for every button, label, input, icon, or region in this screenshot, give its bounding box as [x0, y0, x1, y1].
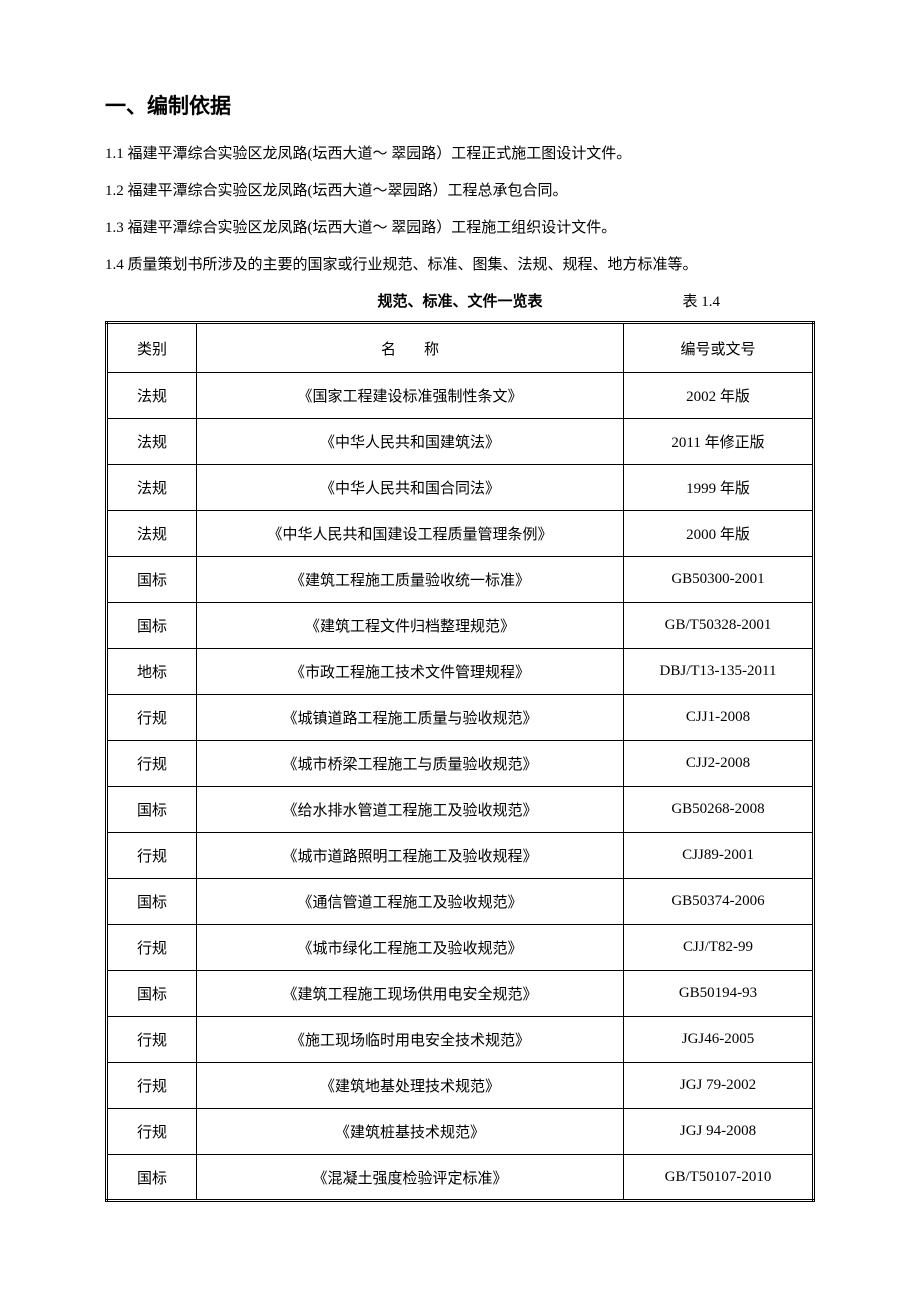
- table-cell-category: 国标: [107, 603, 197, 649]
- table-cell-category: 行规: [107, 1017, 197, 1063]
- table-cell-category: 国标: [107, 1155, 197, 1201]
- table-cell-name: 《建筑工程文件归档整理规范》: [197, 603, 624, 649]
- table-row: 行规《城市道路照明工程施工及验收规程》CJJ89-2001: [107, 833, 814, 879]
- table-cell-name: 《国家工程建设标准强制性条文》: [197, 373, 624, 419]
- table-row: 法规《中华人民共和国建设工程质量管理条例》2000 年版: [107, 511, 814, 557]
- paragraph-1-2: 1.2 福建平潭综合实验区龙凤路(坛西大道～翠园路）工程总承包合同。: [105, 175, 815, 208]
- paragraph-1-3: 1.3 福建平潭综合实验区龙凤路(坛西大道～ 翠园路）工程施工组织设计文件。: [105, 212, 815, 245]
- table-header-category: 类别: [107, 323, 197, 373]
- table-cell-code: CJJ2-2008: [624, 741, 814, 787]
- paragraph-1-1: 1.1 福建平潭综合实验区龙凤路(坛西大道～ 翠园路）工程正式施工图设计文件。: [105, 138, 815, 171]
- table-cell-name: 《施工现场临时用电安全技术规范》: [197, 1017, 624, 1063]
- table-row: 国标《给水排水管道工程施工及验收规范》GB50268-2008: [107, 787, 814, 833]
- table-cell-code: JGJ46-2005: [624, 1017, 814, 1063]
- table-cell-category: 法规: [107, 465, 197, 511]
- table-row: 法规《中华人民共和国合同法》1999 年版: [107, 465, 814, 511]
- table-cell-category: 国标: [107, 971, 197, 1017]
- table-cell-category: 地标: [107, 649, 197, 695]
- table-row: 法规《国家工程建设标准强制性条文》2002 年版: [107, 373, 814, 419]
- table-cell-name: 《城镇道路工程施工质量与验收规范》: [197, 695, 624, 741]
- table-row: 行规《城市桥梁工程施工与质量验收规范》CJJ2-2008: [107, 741, 814, 787]
- table-cell-category: 行规: [107, 833, 197, 879]
- table-cell-name: 《混凝土强度检验评定标准》: [197, 1155, 624, 1201]
- table-cell-name: 《中华人民共和国合同法》: [197, 465, 624, 511]
- table-row: 国标《通信管道工程施工及验收规范》GB50374-2006: [107, 879, 814, 925]
- table-cell-category: 行规: [107, 1063, 197, 1109]
- table-row: 行规《施工现场临时用电安全技术规范》JGJ46-2005: [107, 1017, 814, 1063]
- table-cell-name: 《建筑工程施工质量验收统一标准》: [197, 557, 624, 603]
- table-cell-code: CJJ1-2008: [624, 695, 814, 741]
- table-cell-category: 行规: [107, 741, 197, 787]
- table-cell-category: 法规: [107, 373, 197, 419]
- table-cell-category: 国标: [107, 787, 197, 833]
- standards-table: 类别 名称 编号或文号 法规《国家工程建设标准强制性条文》2002 年版法规《中…: [105, 321, 815, 1202]
- table-header-name: 名称: [197, 323, 624, 373]
- table-cell-code: JGJ 94-2008: [624, 1109, 814, 1155]
- table-row: 地标《市政工程施工技术文件管理规程》DBJ/T13-135-2011: [107, 649, 814, 695]
- table-cell-category: 行规: [107, 925, 197, 971]
- table-row: 行规《城市绿化工程施工及验收规范》CJJ/T82-99: [107, 925, 814, 971]
- table-body: 法规《国家工程建设标准强制性条文》2002 年版法规《中华人民共和国建筑法》20…: [107, 373, 814, 1201]
- table-cell-code: 2000 年版: [624, 511, 814, 557]
- table-cell-code: 2011 年修正版: [624, 419, 814, 465]
- table-cell-name: 《中华人民共和国建设工程质量管理条例》: [197, 511, 624, 557]
- table-cell-name: 《城市桥梁工程施工与质量验收规范》: [197, 741, 624, 787]
- paragraph-1-4: 1.4 质量策划书所涉及的主要的国家或行业规范、标准、图集、法规、规程、地方标准…: [105, 249, 815, 282]
- table-cell-category: 行规: [107, 1109, 197, 1155]
- table-cell-code: GB50194-93: [624, 971, 814, 1017]
- table-row: 法规《中华人民共和国建筑法》2011 年修正版: [107, 419, 814, 465]
- table-row: 行规《建筑桩基技术规范》JGJ 94-2008: [107, 1109, 814, 1155]
- table-row: 国标《建筑工程施工质量验收统一标准》GB50300-2001: [107, 557, 814, 603]
- table-cell-category: 国标: [107, 879, 197, 925]
- table-cell-name: 《建筑地基处理技术规范》: [197, 1063, 624, 1109]
- table-cell-name: 《给水排水管道工程施工及验收规范》: [197, 787, 624, 833]
- table-cell-code: GB/T50107-2010: [624, 1155, 814, 1201]
- section-heading: 一、编制依据: [105, 90, 815, 120]
- table-cell-code: GB50268-2008: [624, 787, 814, 833]
- table-cell-name: 《市政工程施工技术文件管理规程》: [197, 649, 624, 695]
- table-cell-name: 《建筑工程施工现场供用电安全规范》: [197, 971, 624, 1017]
- table-cell-code: 2002 年版: [624, 373, 814, 419]
- table-cell-code: CJJ/T82-99: [624, 925, 814, 971]
- table-cell-code: DBJ/T13-135-2011: [624, 649, 814, 695]
- table-cell-code: GB50374-2006: [624, 879, 814, 925]
- table-cell-code: JGJ 79-2002: [624, 1063, 814, 1109]
- table-row: 国标《建筑工程施工现场供用电安全规范》GB50194-93: [107, 971, 814, 1017]
- table-cell-code: CJJ89-2001: [624, 833, 814, 879]
- table-cell-code: GB50300-2001: [624, 557, 814, 603]
- table-cell-category: 行规: [107, 695, 197, 741]
- table-caption: 规范、标准、文件一览表 表 1.4: [105, 290, 815, 311]
- table-header-code: 编号或文号: [624, 323, 814, 373]
- table-cell-name: 《城市绿化工程施工及验收规范》: [197, 925, 624, 971]
- table-cell-category: 法规: [107, 419, 197, 465]
- table-header-row: 类别 名称 编号或文号: [107, 323, 814, 373]
- table-cell-category: 国标: [107, 557, 197, 603]
- table-caption-title: 规范、标准、文件一览表: [377, 290, 542, 311]
- table-caption-number: 表 1.4: [682, 290, 720, 311]
- table-cell-name: 《建筑桩基技术规范》: [197, 1109, 624, 1155]
- table-cell-name: 《中华人民共和国建筑法》: [197, 419, 624, 465]
- table-cell-name: 《城市道路照明工程施工及验收规程》: [197, 833, 624, 879]
- table-cell-code: GB/T50328-2001: [624, 603, 814, 649]
- table-row: 国标《建筑工程文件归档整理规范》GB/T50328-2001: [107, 603, 814, 649]
- table-row: 行规《城镇道路工程施工质量与验收规范》CJJ1-2008: [107, 695, 814, 741]
- table-cell-code: 1999 年版: [624, 465, 814, 511]
- table-cell-name: 《通信管道工程施工及验收规范》: [197, 879, 624, 925]
- table-cell-category: 法规: [107, 511, 197, 557]
- table-row: 国标《混凝土强度检验评定标准》GB/T50107-2010: [107, 1155, 814, 1201]
- table-row: 行规《建筑地基处理技术规范》JGJ 79-2002: [107, 1063, 814, 1109]
